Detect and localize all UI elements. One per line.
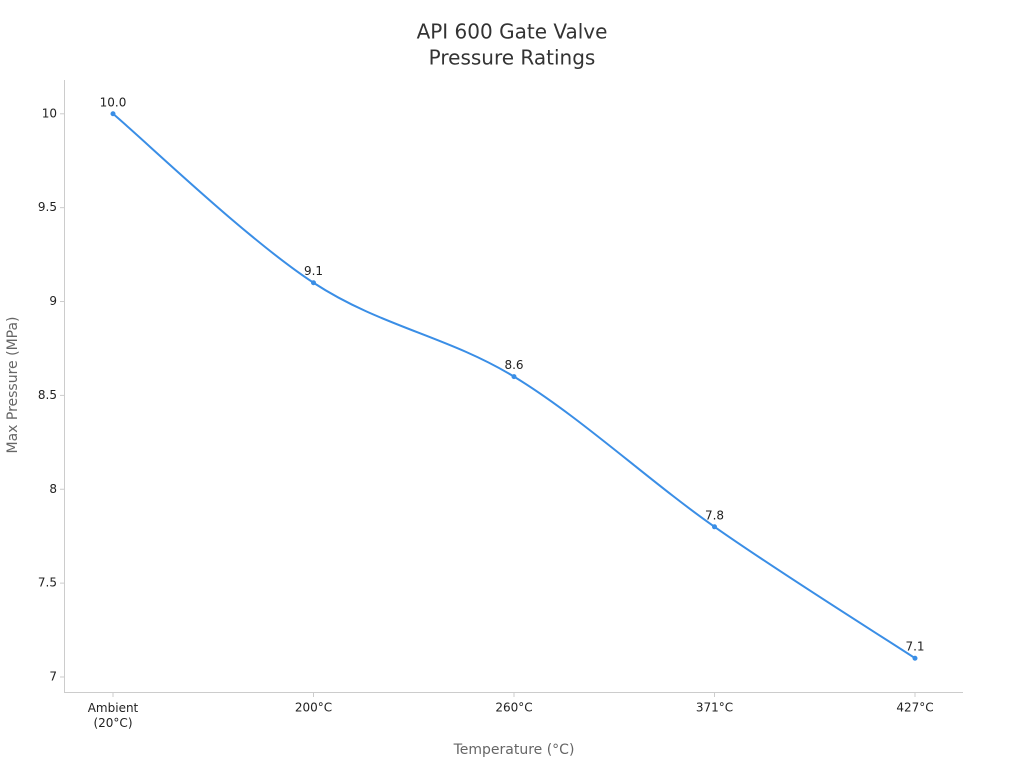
data-label: 7.8 <box>705 508 724 522</box>
y-tick-label: 7.5 <box>38 576 57 590</box>
data-label: 9.1 <box>304 264 323 278</box>
data-point <box>311 280 316 286</box>
data-point <box>110 111 116 117</box>
y-tick-label: 7 <box>49 669 57 683</box>
data-point <box>511 374 517 380</box>
chart-title: Pressure Ratings <box>429 46 596 70</box>
x-tick-label: 371°C <box>696 701 733 715</box>
y-tick-label: 9.5 <box>38 200 57 214</box>
y-tick-label: 8.5 <box>38 388 57 402</box>
data-point <box>712 524 717 530</box>
chart-title: API 600 Gate Valve <box>417 20 608 44</box>
y-axis-label: Max Pressure (MPa) <box>5 316 21 453</box>
data-label: 10.0 <box>100 95 127 109</box>
x-tick-label: 427°C <box>896 701 933 715</box>
x-tick-label: 200°C <box>295 701 332 715</box>
y-tick-label: 8 <box>49 482 57 496</box>
series-line <box>112 113 916 660</box>
x-tick-label: 260°C <box>495 701 532 715</box>
x-axis-label: Temperature (°C) <box>453 742 575 758</box>
data-label: 7.1 <box>905 640 924 654</box>
data-point <box>912 655 918 661</box>
data-label: 8.6 <box>504 358 523 372</box>
y-tick-label: 10 <box>42 106 57 120</box>
y-tick-label: 9 <box>49 294 57 308</box>
x-tick-label: Ambient (20°C) <box>88 701 139 730</box>
